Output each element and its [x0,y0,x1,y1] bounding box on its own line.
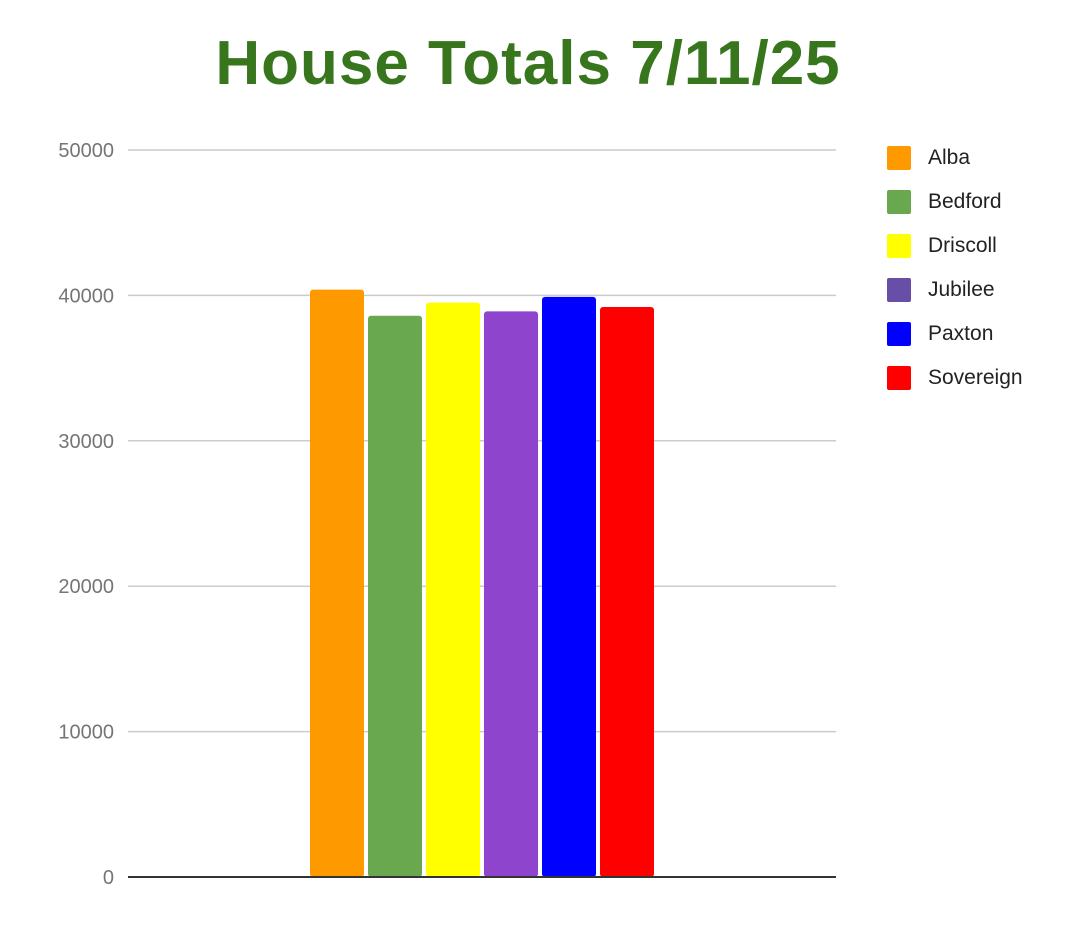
legend-swatch [887,278,911,302]
legend-item-driscoll: Driscoll [887,224,1023,268]
y-tick-label: 20000 [58,576,114,598]
gridlines [128,149,836,733]
legend-item-alba: Alba [887,136,1023,180]
y-tick-label: 30000 [58,431,114,453]
bar-bedford [368,315,422,878]
chart-legend: Alba Bedford Driscoll Jubilee Paxton Sovereig… [887,136,1023,400]
bar-sovereign [600,307,654,878]
y-tick-label: 0 [103,867,114,889]
bar-jubilee [484,311,538,877]
legend-swatch [887,322,911,346]
legend-label: Alba [928,146,971,169]
legend-item-bedford: Bedford [887,180,1023,224]
bar-series [310,289,654,878]
legend-label: Paxton [928,322,994,345]
legend-label: Sovereign [928,366,1023,389]
legend-item-paxton: Paxton [887,312,1023,356]
legend-swatch [887,234,911,258]
legend-label: Driscoll [928,234,997,257]
bar-driscoll [426,302,480,877]
legend-item-sovereign: Sovereign [887,356,1023,400]
y-tick-label: 50000 [58,140,114,162]
legend-swatch [887,366,911,390]
bar-chart-plot: 0 10000 20000 30000 40000 50000 [58,140,836,889]
chart-title: House Totals 7/11/25 [215,29,841,98]
bar-alba [310,289,364,878]
legend-swatch [887,146,911,170]
y-axis-ticks: 0 10000 20000 30000 40000 50000 [58,140,114,889]
legend-label: Jubilee [928,278,995,301]
y-tick-label: 40000 [58,285,114,307]
legend-item-jubilee: Jubilee [887,268,1023,312]
y-tick-label: 10000 [58,722,114,744]
legend-swatch [887,190,911,214]
legend-label: Bedford [928,190,1002,213]
bar-paxton [542,296,596,877]
